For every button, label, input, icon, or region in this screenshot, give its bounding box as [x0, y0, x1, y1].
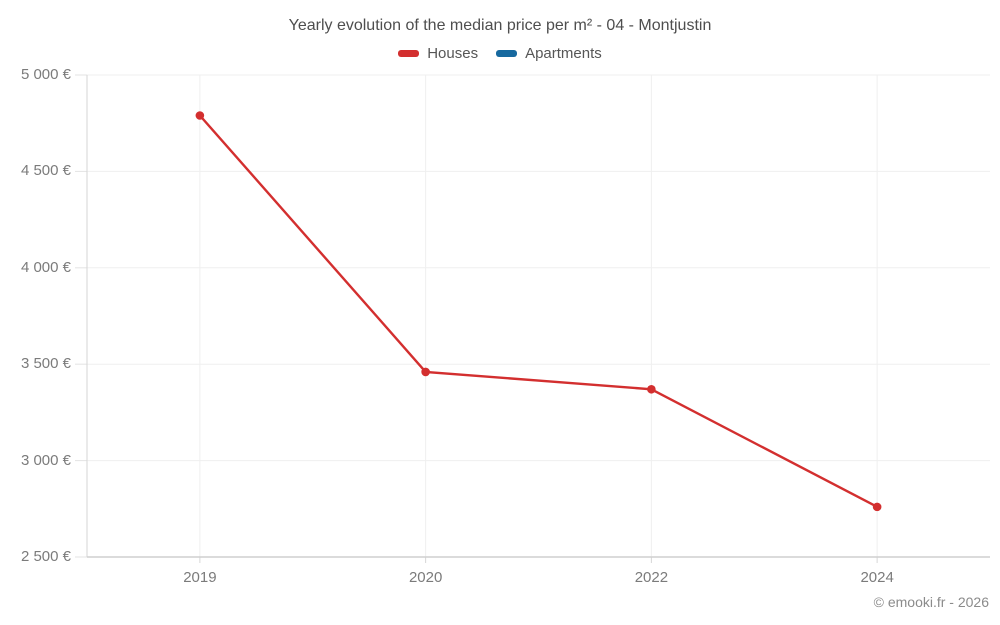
legend-label: Apartments [525, 45, 602, 62]
x-axis-label: 2020 [408, 569, 443, 586]
y-axis-label: 5 000 € [20, 66, 71, 83]
houses-data-point [872, 502, 882, 512]
houses-data-point [195, 111, 205, 120]
chart-title: Yearly evolution of the median price per… [288, 17, 712, 34]
y-axis-label: 3 000 € [20, 451, 71, 469]
y-axis-label: 4 500 € [20, 162, 71, 180]
x-axis-label: 2022 [634, 569, 669, 586]
footer-credit: © emooki.fr - 2026 [873, 594, 989, 610]
legend-swatch-houses [398, 50, 420, 57]
y-axis-label: 2 500 € [20, 548, 71, 565]
chart-legend: Houses Apartments [0, 45, 1000, 62]
houses-line [198, 114, 878, 508]
legend-item-houses[interactable]: Houses [398, 45, 478, 62]
y-axis-label: 4 000 € [20, 258, 71, 276]
houses-data-point [647, 384, 656, 394]
x-axis-label: 2019 [183, 569, 217, 586]
houses-data-point [421, 367, 430, 377]
y-axis-label: 3 500 € [20, 355, 71, 373]
legend-swatch-apartments [496, 50, 518, 57]
legend-label: Houses [427, 45, 479, 62]
x-axis-label: 2024 [860, 569, 894, 586]
legend-item-apartments[interactable]: Apartments [496, 45, 602, 62]
